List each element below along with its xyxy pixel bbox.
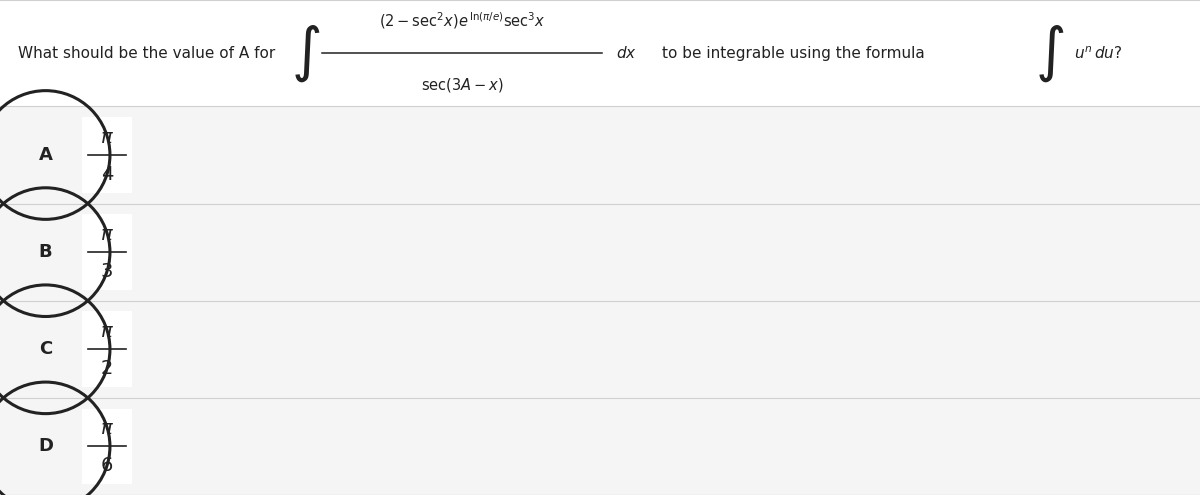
FancyBboxPatch shape — [82, 408, 132, 484]
FancyBboxPatch shape — [0, 398, 1200, 495]
Text: $\pi$: $\pi$ — [100, 419, 114, 439]
FancyBboxPatch shape — [0, 203, 1200, 300]
Text: $\pi$: $\pi$ — [100, 128, 114, 147]
Text: $\pi$: $\pi$ — [100, 322, 114, 341]
Text: $dx$: $dx$ — [616, 45, 636, 61]
Text: $u^n\,du$?: $u^n\,du$? — [1074, 45, 1122, 61]
Text: 4: 4 — [101, 165, 113, 184]
Text: 6: 6 — [101, 456, 113, 475]
Text: $\pi$: $\pi$ — [100, 225, 114, 244]
FancyBboxPatch shape — [82, 214, 132, 290]
FancyBboxPatch shape — [82, 311, 132, 387]
Text: 3: 3 — [101, 262, 113, 281]
FancyBboxPatch shape — [0, 300, 1200, 398]
Text: B: B — [38, 243, 53, 261]
FancyBboxPatch shape — [0, 0, 1200, 106]
FancyBboxPatch shape — [0, 106, 1200, 203]
Text: to be integrable using the formula: to be integrable using the formula — [662, 46, 925, 61]
Text: $\int$: $\int$ — [1036, 23, 1064, 84]
Text: D: D — [38, 438, 53, 455]
Text: $\sec\!\left(3A - x\right)$: $\sec\!\left(3A - x\right)$ — [421, 76, 503, 95]
Text: $\int$: $\int$ — [292, 23, 320, 84]
FancyBboxPatch shape — [82, 117, 132, 193]
Text: What should be the value of A for: What should be the value of A for — [18, 46, 275, 61]
Text: C: C — [38, 340, 53, 358]
Text: 2: 2 — [101, 359, 113, 378]
Text: $\left(2-\sec^2\!x\right)e^{\,\ln\!\left(\pi/e\right)}\sec^3\!x$: $\left(2-\sec^2\!x\right)e^{\,\ln\!\left… — [379, 11, 545, 31]
Text: A: A — [38, 146, 53, 164]
